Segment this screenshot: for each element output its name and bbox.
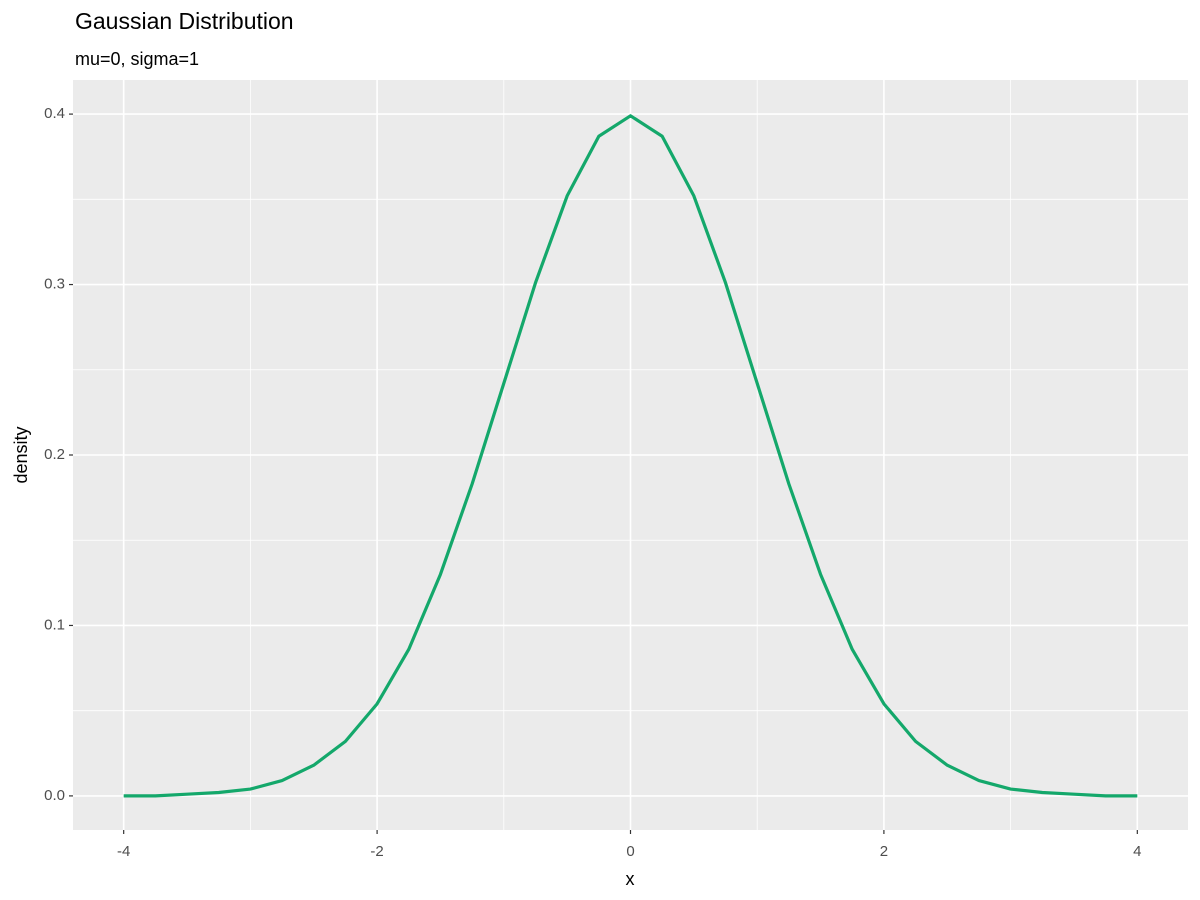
y-tick-label: 0.0 [44,787,65,804]
x-tick-label: -2 [370,843,383,860]
x-axis-label: x [626,869,635,889]
line-series [123,114,1138,798]
y-tick-label: 0.1 [44,616,65,633]
x-tick-label: 4 [1133,843,1141,860]
x-tick-label: -4 [117,843,130,860]
y-tick-label: 0.2 [44,446,65,463]
x-tick-label: 2 [880,843,888,860]
chart-title: Gaussian Distribution [75,8,294,34]
y-axis-label: density [11,426,31,483]
y-tick-label: 0.3 [44,276,65,293]
x-tick-label: 0 [626,843,634,860]
y-tick-label: 0.4 [44,105,65,122]
chart-subtitle: mu=0, sigma=1 [75,49,199,69]
